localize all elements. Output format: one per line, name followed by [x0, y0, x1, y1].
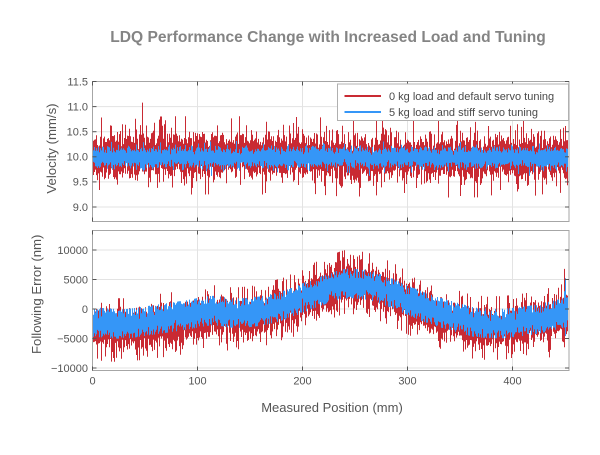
- svg-text:11.5: 11.5: [67, 76, 88, 88]
- svg-text:0: 0: [89, 375, 95, 387]
- svg-text:−5000: −5000: [57, 333, 88, 345]
- svg-text:5000: 5000: [64, 274, 88, 286]
- svg-text:0: 0: [82, 304, 88, 316]
- svg-text:Following Error (nm): Following Error (nm): [29, 235, 44, 354]
- svg-text:Measured Position (mm): Measured Position (mm): [261, 400, 403, 415]
- svg-text:300: 300: [398, 375, 416, 387]
- svg-text:200: 200: [293, 375, 311, 387]
- svg-text:5 kg load and stiff servo tuni: 5 kg load and stiff servo tuning: [389, 107, 538, 119]
- svg-text:100: 100: [188, 375, 206, 387]
- svg-text:9.5: 9.5: [73, 177, 88, 189]
- svg-text:0 kg load and default servo tu: 0 kg load and default servo tuning: [389, 91, 554, 103]
- svg-text:10.0: 10.0: [67, 152, 88, 164]
- svg-text:10000: 10000: [57, 245, 88, 257]
- svg-text:9.0: 9.0: [73, 202, 88, 214]
- svg-text:11.0: 11.0: [67, 101, 88, 113]
- svg-text:Velocity (mm/s): Velocity (mm/s): [44, 103, 59, 193]
- svg-text:−10000: −10000: [51, 363, 88, 375]
- svg-text:10.5: 10.5: [67, 127, 88, 139]
- svg-text:400: 400: [503, 375, 521, 387]
- svg-text:LDQ Performance Change with In: LDQ Performance Change with Increased Lo…: [110, 29, 546, 46]
